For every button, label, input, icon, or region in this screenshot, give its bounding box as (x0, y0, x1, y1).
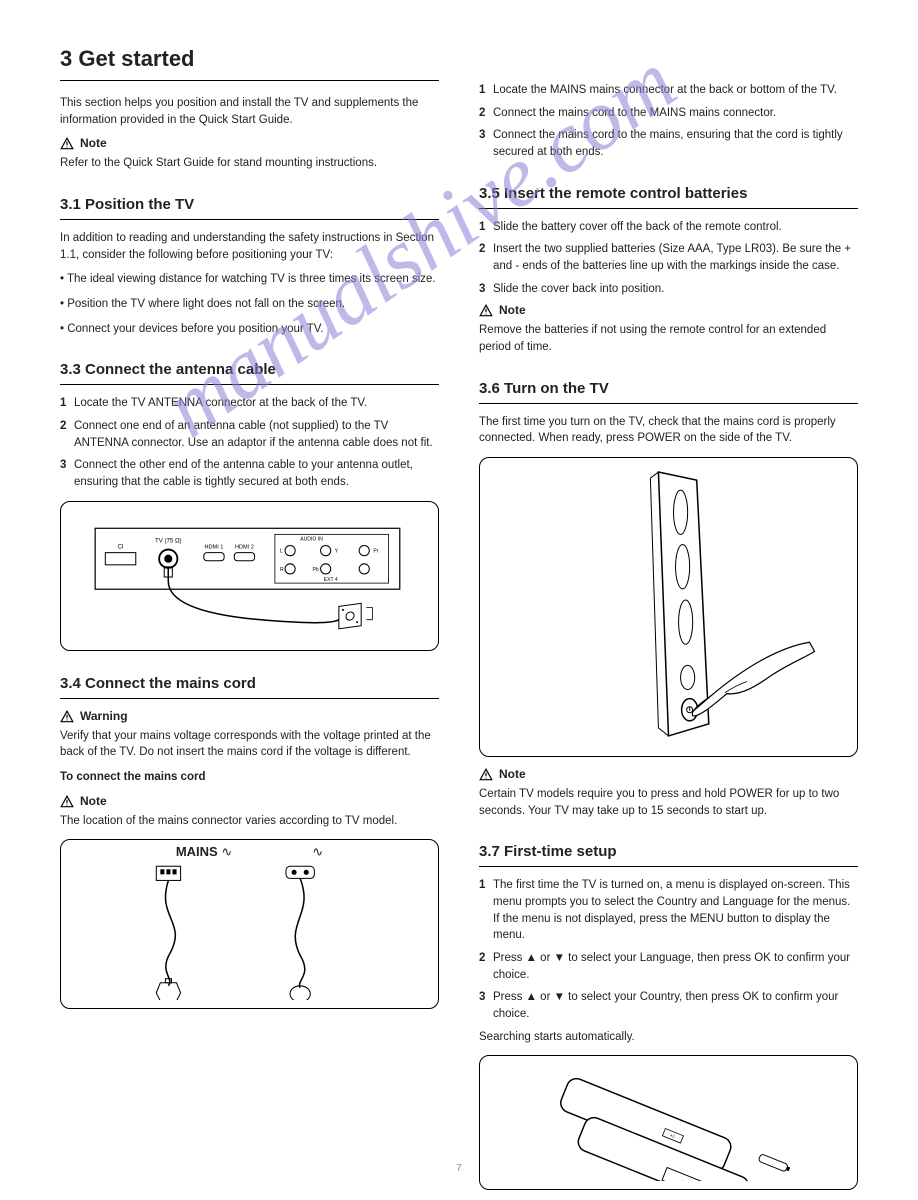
svg-text:HDMI 1: HDMI 1 (205, 544, 224, 550)
mains-diagram-svg (69, 848, 430, 1000)
step: 2Insert the two supplied batteries (Size… (479, 241, 858, 274)
note-row: Note (60, 136, 439, 151)
svg-text:Pr: Pr (373, 548, 378, 554)
heading-antenna: 3.3 Connect the antenna cable (60, 355, 439, 385)
step: 1Slide the battery cover off the back of… (479, 219, 858, 236)
mains-subhead: To connect the mains cord (60, 769, 439, 786)
heading-first-setup: 3.7 First-time setup (479, 837, 858, 867)
step: 2Connect one end of an antenna cable (no… (60, 418, 439, 451)
svg-text:R: R (280, 567, 284, 573)
intro-para: This section helps you position and inst… (60, 95, 439, 128)
figure-mains: MAINS ∿∿ (60, 839, 439, 1009)
power-diagram-svg (488, 466, 849, 748)
left-column: 3 Get started This section helps you pos… (60, 40, 439, 1200)
figure-remote: +/- +/- (479, 1055, 858, 1190)
step: 2Press ▲ or ▼ to select your Language, t… (479, 950, 858, 983)
antenna-diagram-svg: CI TV (75 Ω) HDMI 1 HDMI 2 AUDIO IN L R … (69, 510, 430, 642)
note-row: Note (479, 303, 858, 318)
position-bullet: • The ideal viewing distance for watchin… (60, 271, 439, 288)
heading-mains: 3.4 Connect the mains cord (60, 669, 439, 699)
note-body: Refer to the Quick Start Guide for stand… (60, 155, 439, 172)
svg-text:Pb: Pb (312, 567, 318, 573)
caution-icon (60, 795, 74, 809)
position-intro: In addition to reading and understanding… (60, 230, 439, 263)
warning-body: Verify that your mains voltage correspon… (60, 728, 439, 761)
caution-icon (60, 137, 74, 151)
svg-text:TV (75 Ω): TV (75 Ω) (155, 537, 182, 544)
columns: 3 Get started This section helps you pos… (60, 40, 858, 1200)
position-bullet: • Position the TV where light does not f… (60, 296, 439, 313)
setup-close: Searching starts automatically. (479, 1029, 858, 1046)
heading-position-tv: 3.1 Position the TV (60, 190, 439, 220)
svg-text:L: L (280, 548, 283, 554)
battery-note-body: Remove the batteries if not using the re… (479, 322, 858, 355)
warning-icon (60, 710, 74, 724)
svg-text:Y: Y (335, 548, 339, 554)
caution-icon (479, 768, 493, 782)
right-column: 1Locate the MAINS mains connector at the… (479, 40, 858, 1200)
svg-text:CI: CI (117, 543, 123, 550)
step: 3Connect the other end of the antenna ca… (60, 457, 439, 490)
note-label: Note (499, 767, 526, 781)
figure-antenna: CI TV (75 Ω) HDMI 1 HDMI 2 AUDIO IN L R … (60, 501, 439, 651)
step: 3Connect the mains cord to the mains, en… (479, 127, 858, 160)
turn-on-note-body: Certain TV models require you to press a… (479, 786, 858, 819)
figure-power (479, 457, 858, 757)
position-bullet: • Connect your devices before you positi… (60, 321, 439, 338)
caution-icon (479, 304, 493, 318)
note-label: Note (80, 136, 107, 150)
mains-note-body: The location of the mains connector vari… (60, 813, 439, 830)
svg-text:HDMI 2: HDMI 2 (235, 544, 254, 550)
remote-diagram-svg: +/- +/- (488, 1064, 849, 1181)
note-row: Note (60, 794, 439, 809)
svg-text:AUDIO IN: AUDIO IN (300, 536, 323, 542)
note-row: Note (479, 767, 858, 782)
step: 1The first time the TV is turned on, a m… (479, 877, 858, 944)
mains-label: MAINS ∿∿ (61, 844, 438, 860)
turn-on-intro: The first time you turn on the TV, check… (479, 414, 858, 447)
warning-row: Warning (60, 709, 439, 724)
step: 2Connect the mains cord to the MAINS mai… (479, 105, 858, 122)
step: 1Locate the MAINS mains connector at the… (479, 82, 858, 99)
heading-batteries: 3.5 Insert the remote control batteries (479, 179, 858, 209)
note-label: Note (80, 794, 107, 808)
step: 1Locate the TV ANTENNA connector at the … (60, 395, 439, 412)
note-label: Note (499, 303, 526, 317)
svg-text:EXT 4: EXT 4 (324, 577, 338, 583)
warning-label: Warning (80, 709, 128, 723)
page-number: 7 (456, 1163, 462, 1174)
step: 3Slide the cover back into position. (479, 281, 858, 298)
page-title: 3 Get started (60, 40, 439, 81)
heading-turn-on: 3.6 Turn on the TV (479, 374, 858, 404)
manual-page: manualshive.com 3 Get started This secti… (0, 0, 918, 1188)
step: 3Press ▲ or ▼ to select your Country, th… (479, 989, 858, 1022)
